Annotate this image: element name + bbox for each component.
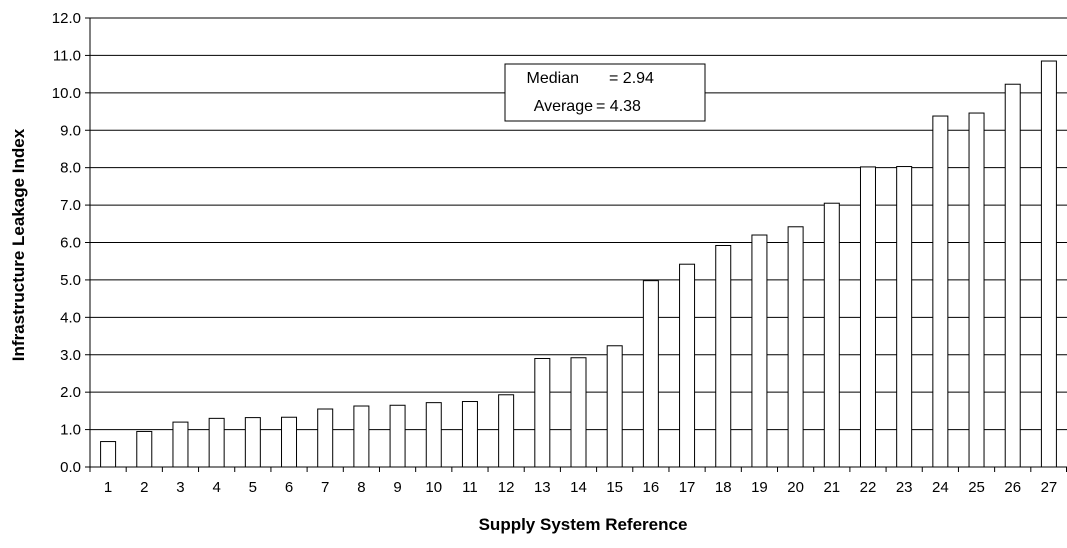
x-tick-label: 15 bbox=[606, 479, 623, 496]
bar bbox=[244, 417, 261, 468]
x-tick-label: 9 bbox=[393, 479, 401, 496]
y-axis-title: Infrastructure Leakage Index bbox=[9, 128, 28, 361]
y-tick-label: 7.0 bbox=[60, 197, 81, 214]
bar bbox=[353, 405, 370, 468]
bar bbox=[534, 357, 551, 468]
median-value: = 2.94 bbox=[609, 70, 654, 87]
bar bbox=[1004, 83, 1021, 468]
x-tick-label: 5 bbox=[249, 479, 257, 496]
y-tick-label: 11.0 bbox=[53, 47, 81, 64]
bars bbox=[100, 60, 1057, 468]
x-tick-label: 18 bbox=[715, 479, 732, 496]
y-tick-label: 12.0 bbox=[52, 10, 81, 27]
bar bbox=[281, 416, 298, 468]
x-axis-title: Supply System Reference bbox=[479, 515, 688, 534]
bar bbox=[751, 234, 768, 468]
gridlines bbox=[90, 17, 1067, 431]
bar bbox=[1040, 60, 1057, 468]
bar bbox=[679, 263, 696, 468]
stats-annotation: Median = 2.94 Average = 4.38 bbox=[504, 63, 706, 122]
bar bbox=[823, 202, 840, 468]
bar bbox=[787, 226, 804, 468]
x-tick-label: 14 bbox=[570, 479, 587, 496]
bar bbox=[968, 112, 985, 468]
x-tick-label: 17 bbox=[679, 479, 696, 496]
bar bbox=[100, 441, 117, 468]
x-tick-label: 1 bbox=[104, 479, 112, 496]
bar bbox=[498, 394, 515, 468]
x-tick-label: 25 bbox=[968, 479, 985, 496]
bar bbox=[570, 357, 587, 468]
bar bbox=[715, 244, 732, 468]
x-tick-label: 22 bbox=[860, 479, 877, 496]
bar bbox=[642, 280, 659, 468]
y-tick-label: 3.0 bbox=[60, 347, 81, 364]
y-tick-labels: 0.0 1.0 2.0 3.0 4.0 5.0 6.0 7.0 8.0 9.0 10.0 11.0 12… bbox=[52, 10, 81, 476]
y-tick-label: 8.0 bbox=[60, 160, 81, 177]
bar bbox=[425, 402, 442, 468]
x-tick-label: 8 bbox=[357, 479, 365, 496]
bar bbox=[896, 166, 913, 468]
x-tick-label: 26 bbox=[1004, 479, 1021, 496]
x-tick-label: 4 bbox=[212, 479, 220, 496]
bar bbox=[932, 115, 949, 468]
x-tick-label: 11 bbox=[462, 479, 478, 496]
median-label: Median bbox=[527, 70, 579, 87]
x-tick-label: 16 bbox=[643, 479, 660, 496]
x-tick-label: 24 bbox=[932, 479, 949, 496]
stats-box bbox=[504, 63, 706, 122]
bar bbox=[461, 401, 478, 468]
bar bbox=[136, 430, 153, 468]
bar bbox=[606, 345, 623, 468]
average-value: = 4.38 bbox=[596, 98, 641, 115]
x-tick-label: 3 bbox=[176, 479, 184, 496]
x-tick-labels: 1 2 3 4 5 6 7 8 9 10 11 12 13 14 15 16 17 18 19 20 21 22 23 24 2… bbox=[104, 479, 1057, 496]
bar bbox=[172, 421, 189, 468]
x-tick-label: 21 bbox=[823, 479, 840, 496]
y-tick-label: 2.0 bbox=[60, 384, 81, 401]
y-tick-label: 0.0 bbox=[60, 459, 81, 476]
bar bbox=[859, 166, 876, 468]
x-tick-label: 27 bbox=[1041, 479, 1058, 496]
x-tick-label: 7 bbox=[321, 479, 329, 496]
x-tick-label: 13 bbox=[534, 479, 551, 496]
x-tick-label: 20 bbox=[787, 479, 804, 496]
average-label: Average bbox=[534, 98, 593, 115]
x-tick-label: 6 bbox=[285, 479, 293, 496]
x-tick-label: 2 bbox=[140, 479, 148, 496]
x-tick-label: 23 bbox=[896, 479, 913, 496]
y-tick-label: 10.0 bbox=[52, 85, 81, 102]
bar bbox=[208, 417, 225, 468]
axes bbox=[85, 17, 1067, 472]
bar bbox=[317, 408, 334, 468]
y-tick-label: 4.0 bbox=[60, 309, 81, 326]
y-tick-label: 6.0 bbox=[60, 235, 81, 252]
x-tick-label: 19 bbox=[751, 479, 768, 496]
y-tick-label: 1.0 bbox=[60, 422, 81, 439]
y-tick-label: 5.0 bbox=[60, 272, 81, 289]
x-tick-label: 10 bbox=[425, 479, 442, 496]
y-tick-label: 9.0 bbox=[60, 122, 81, 139]
bar bbox=[389, 404, 406, 468]
x-tick-label: 12 bbox=[498, 479, 515, 496]
